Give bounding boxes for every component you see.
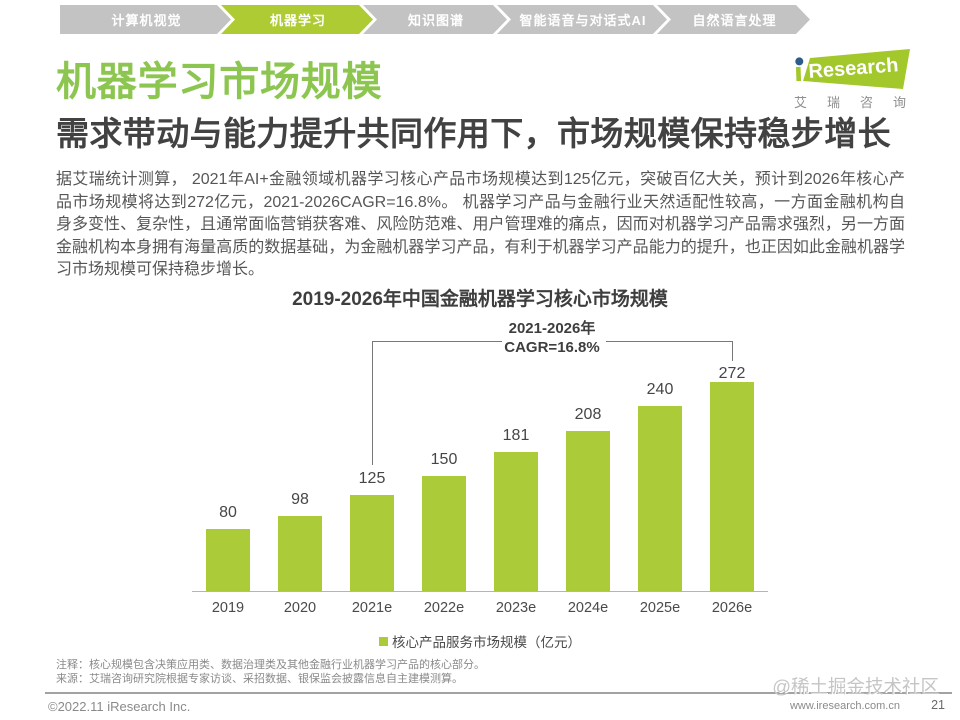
page-subtitle: 需求带动与能力提升共同作用下，市场规模保持稳步增长: [56, 115, 891, 152]
x-axis-label: 2026e: [711, 600, 753, 616]
legend-swatch: [379, 636, 388, 646]
tab-nlp[interactable]: 自然语言处理: [657, 5, 810, 34]
footer-page-number: 21: [931, 698, 945, 712]
cagr-bracket-line: [372, 341, 373, 465]
bar-value-label: 80: [219, 504, 237, 522]
bar-slot: 125: [336, 320, 408, 591]
bar-slot: 181: [480, 320, 552, 591]
footer-copyright: ©2022.11 iResearch Inc.: [48, 699, 191, 714]
footnote-note: 注释：核心规模包含决策应用类、数据治理类及其他金融行业机器学习产品的核心部分。: [56, 659, 485, 671]
logo-chinese-name: 艾瑞咨询: [794, 95, 906, 110]
bar-2022e: [422, 475, 466, 591]
footnote-source: 来源：艾瑞咨询研究院根据专家访谈、采招数据、银保监会披露信息自主建模测算。: [56, 673, 463, 686]
footer-website[interactable]: www.iresearch.com.cn: [789, 700, 900, 712]
tab-knowledge-graph[interactable]: 知识图谱: [363, 5, 507, 34]
x-axis-label: 2023e: [495, 600, 537, 616]
tab-label: 自然语言处理: [692, 13, 777, 28]
watermark: @稀土掘金技术社区: [772, 676, 939, 697]
tab-label: 智能语音与对话式AI: [519, 13, 647, 28]
bar-slot: 272: [696, 320, 768, 591]
bar-value-label: 208: [574, 405, 602, 423]
paragraph-line: 身多变性、复杂性，且通常面临营销获客难、风险防范难、用户管理难的痛点，因而对机器…: [56, 216, 905, 234]
footnotes: 注释：核心规模包含决策应用类、数据治理类及其他金融行业机器学习产品的核心部分。 …: [56, 658, 485, 686]
iresearch-logo-graphic: Research: [795, 49, 910, 89]
paragraph-line: 据艾瑞统计测算， 2021年AI+金融领域机器学习核心产品市场规模达到125亿元…: [56, 171, 905, 188]
bar-chart: 80 98 125 150 181 208 240 272: [192, 320, 768, 591]
cagr-annotation: 2021-2026年 CAGR=16.8%: [472, 319, 632, 357]
bar-slot: 98: [264, 320, 336, 591]
x-axis-label: 2024e: [567, 600, 609, 616]
bar-2024e: [566, 430, 610, 591]
tab-speech-ai[interactable]: 智能语音与对话式AI: [497, 5, 667, 34]
tab-label: 计算机视觉: [111, 13, 182, 28]
bar-slot: 150: [408, 320, 480, 591]
cagr-bracket-line: [372, 341, 502, 342]
x-axis-label: 2021e: [351, 600, 393, 616]
bar-2026e: [710, 381, 754, 591]
paragraph-line: 习市场规模可保持稳步增长。: [56, 261, 265, 279]
x-axis-label: 2020: [283, 600, 317, 616]
cagr-annotation-value: CAGR=16.8%: [504, 339, 600, 356]
cagr-annotation-period: 2021-2026年: [508, 320, 596, 337]
page-title: 机器学习市场规模: [56, 60, 383, 104]
bar-value-label: 181: [502, 426, 530, 444]
tab-computer-vision[interactable]: 计算机视觉: [60, 5, 231, 34]
bar-value-label: 150: [430, 450, 458, 468]
bar-slot: 80: [192, 320, 264, 591]
paragraph-line: 金融机构本身拥有海量高质的数据基础，为金融机器学习产品，有利于机器学习产品能力的…: [56, 238, 905, 256]
x-axis-label: 2019: [211, 600, 245, 616]
bar-2025e: [638, 406, 682, 591]
tab-label: 知识图谱: [407, 13, 464, 28]
bar-2023e: [494, 451, 538, 591]
body-paragraph: 据艾瑞统计测算， 2021年AI+金融领域机器学习核心产品市场规模达到125亿元…: [56, 169, 905, 282]
bar-2019: [206, 529, 250, 591]
tab-label: 机器学习: [269, 13, 326, 28]
x-axis-label: 2025e: [639, 600, 681, 616]
x-axis-line: [192, 591, 768, 592]
paragraph-line: 品市场规模将达到272亿元，2021-2026CAGR=16.8%。 机器学习产…: [56, 193, 905, 211]
iresearch-logo: Research 艾瑞咨询: [780, 45, 920, 110]
bar-value-label: 272: [718, 364, 746, 382]
x-axis-label: 2022e: [423, 600, 465, 616]
bar-value-label: 98: [291, 490, 309, 508]
bar-value-label: 125: [358, 469, 386, 487]
bar-value-label: 240: [646, 381, 674, 399]
bar-slot: 240: [624, 320, 696, 591]
tab-machine-learning[interactable]: 机器学习: [221, 5, 373, 34]
bar-2020: [278, 515, 322, 591]
cagr-bracket-line: [606, 341, 733, 342]
chart-legend: 核心产品服务市场规模（亿元）: [0, 631, 960, 651]
legend-label: 核心产品服务市场规模（亿元）: [392, 635, 581, 650]
chart-title: 2019-2026年中国金融机器学习核心市场规模: [292, 289, 668, 310]
footer-divider: [45, 692, 952, 694]
bar-2021e: [350, 494, 394, 591]
cagr-bracket-line: [732, 341, 733, 361]
bar-slot: 208: [552, 320, 624, 591]
